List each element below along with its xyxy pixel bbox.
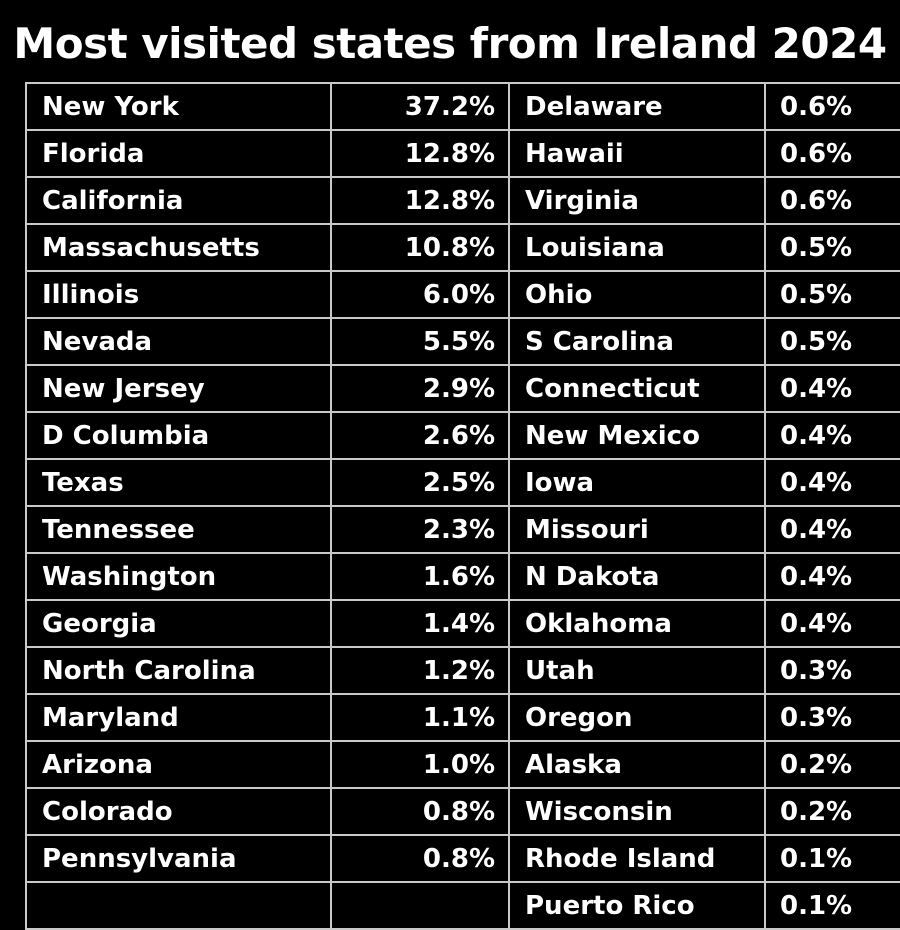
- left-share-cell: 1.1%: [330, 693, 510, 742]
- right-share-cell: 0.4%: [764, 458, 900, 507]
- right-state-cell: Delaware: [508, 82, 766, 131]
- table-row: Illinois 6.0% Ohio 0.5%: [25, 270, 900, 319]
- table-row: North Carolina 1.2% Utah 0.3%: [25, 646, 900, 695]
- right-state-cell: Utah: [508, 646, 766, 695]
- table-row: Georgia 1.4% Oklahoma 0.4%: [25, 599, 900, 648]
- left-state-cell: Colorado: [25, 787, 332, 836]
- left-state-cell: [25, 881, 332, 930]
- left-share-cell: [330, 881, 510, 930]
- table-row: Tennessee 2.3% Missouri 0.4%: [25, 505, 900, 554]
- right-share-cell: 0.3%: [764, 693, 900, 742]
- table-row: Texas 2.5% Iowa 0.4%: [25, 458, 900, 507]
- right-state-cell: S Carolina: [508, 317, 766, 366]
- left-state-cell: Tennessee: [25, 505, 332, 554]
- right-state-cell: Alaska: [508, 740, 766, 789]
- table-row: Washington 1.6% N Dakota 0.4%: [25, 552, 900, 601]
- left-share-cell: 12.8%: [330, 176, 510, 225]
- left-share-cell: 2.9%: [330, 364, 510, 413]
- table-row: California 12.8% Virginia 0.6%: [25, 176, 900, 225]
- left-state-cell: Florida: [25, 129, 332, 178]
- left-state-cell: Washington: [25, 552, 332, 601]
- left-share-cell: 10.8%: [330, 223, 510, 272]
- right-share-cell: 0.2%: [764, 787, 900, 836]
- left-share-cell: 2.6%: [330, 411, 510, 460]
- right-state-cell: Rhode Island: [508, 834, 766, 883]
- left-share-cell: 1.2%: [330, 646, 510, 695]
- right-share-cell: 0.6%: [764, 82, 900, 131]
- table-row: Nevada 5.5% S Carolina 0.5%: [25, 317, 900, 366]
- table-row: Massachusetts 10.8% Louisiana 0.5%: [25, 223, 900, 272]
- left-state-cell: Arizona: [25, 740, 332, 789]
- left-share-cell: 1.4%: [330, 599, 510, 648]
- right-state-cell: N Dakota: [508, 552, 766, 601]
- right-state-cell: Connecticut: [508, 364, 766, 413]
- table-row: D Columbia 2.6% New Mexico 0.4%: [25, 411, 900, 460]
- right-share-cell: 0.2%: [764, 740, 900, 789]
- left-share-cell: 37.2%: [330, 82, 510, 131]
- right-share-cell: 0.3%: [764, 646, 900, 695]
- left-share-cell: 5.5%: [330, 317, 510, 366]
- right-share-cell: 0.1%: [764, 834, 900, 883]
- right-share-cell: 0.6%: [764, 129, 900, 178]
- left-state-cell: New York: [25, 82, 332, 131]
- table-row: Colorado 0.8% Wisconsin 0.2%: [25, 787, 900, 836]
- right-share-cell: 0.4%: [764, 505, 900, 554]
- table-row: Florida 12.8% Hawaii 0.6%: [25, 129, 900, 178]
- right-state-cell: Iowa: [508, 458, 766, 507]
- right-share-cell: 0.5%: [764, 223, 900, 272]
- right-state-cell: Ohio: [508, 270, 766, 319]
- left-share-cell: 0.8%: [330, 787, 510, 836]
- left-state-cell: Maryland: [25, 693, 332, 742]
- table-row: Arizona 1.0% Alaska 0.2%: [25, 740, 900, 789]
- right-state-cell: Oklahoma: [508, 599, 766, 648]
- left-share-cell: 1.6%: [330, 552, 510, 601]
- left-state-cell: Illinois: [25, 270, 332, 319]
- table-row: Pennsylvania 0.8% Rhode Island 0.1%: [25, 834, 900, 883]
- right-state-cell: Puerto Rico: [508, 881, 766, 930]
- right-share-cell: 0.1%: [764, 881, 900, 930]
- left-state-cell: North Carolina: [25, 646, 332, 695]
- left-share-cell: 0.8%: [330, 834, 510, 883]
- chart-title: Most visited states from Ireland 2024: [13, 19, 887, 68]
- left-share-cell: 6.0%: [330, 270, 510, 319]
- left-state-cell: Georgia: [25, 599, 332, 648]
- left-share-cell: 2.3%: [330, 505, 510, 554]
- right-state-cell: Wisconsin: [508, 787, 766, 836]
- left-share-cell: 12.8%: [330, 129, 510, 178]
- table-row: New York 37.2% Delaware 0.6%: [25, 82, 900, 131]
- states-table-body: New York 37.2% Delaware 0.6% Florida 12.8% Haw…: [25, 82, 900, 930]
- left-state-cell: Nevada: [25, 317, 332, 366]
- left-share-cell: 1.0%: [330, 740, 510, 789]
- left-state-cell: Pennsylvania: [25, 834, 332, 883]
- left-state-cell: Massachusetts: [25, 223, 332, 272]
- right-share-cell: 0.4%: [764, 411, 900, 460]
- right-state-cell: New Mexico: [508, 411, 766, 460]
- right-state-cell: Hawaii: [508, 129, 766, 178]
- left-state-cell: D Columbia: [25, 411, 332, 460]
- right-share-cell: 0.4%: [764, 599, 900, 648]
- right-state-cell: Missouri: [508, 505, 766, 554]
- left-state-cell: Texas: [25, 458, 332, 507]
- right-state-cell: Louisiana: [508, 223, 766, 272]
- table-row: Maryland 1.1% Oregon 0.3%: [25, 693, 900, 742]
- right-share-cell: 0.4%: [764, 552, 900, 601]
- right-share-cell: 0.6%: [764, 176, 900, 225]
- right-state-cell: Oregon: [508, 693, 766, 742]
- right-share-cell: 0.4%: [764, 364, 900, 413]
- right-state-cell: Virginia: [508, 176, 766, 225]
- states-table: New York 37.2% Delaware 0.6% Florida 12.8% Haw…: [25, 82, 900, 930]
- left-state-cell: California: [25, 176, 332, 225]
- right-share-cell: 0.5%: [764, 270, 900, 319]
- left-state-cell: New Jersey: [25, 364, 332, 413]
- table-row: New Jersey 2.9% Connecticut 0.4%: [25, 364, 900, 413]
- table-row: Puerto Rico 0.1%: [25, 881, 900, 930]
- right-share-cell: 0.5%: [764, 317, 900, 366]
- left-share-cell: 2.5%: [330, 458, 510, 507]
